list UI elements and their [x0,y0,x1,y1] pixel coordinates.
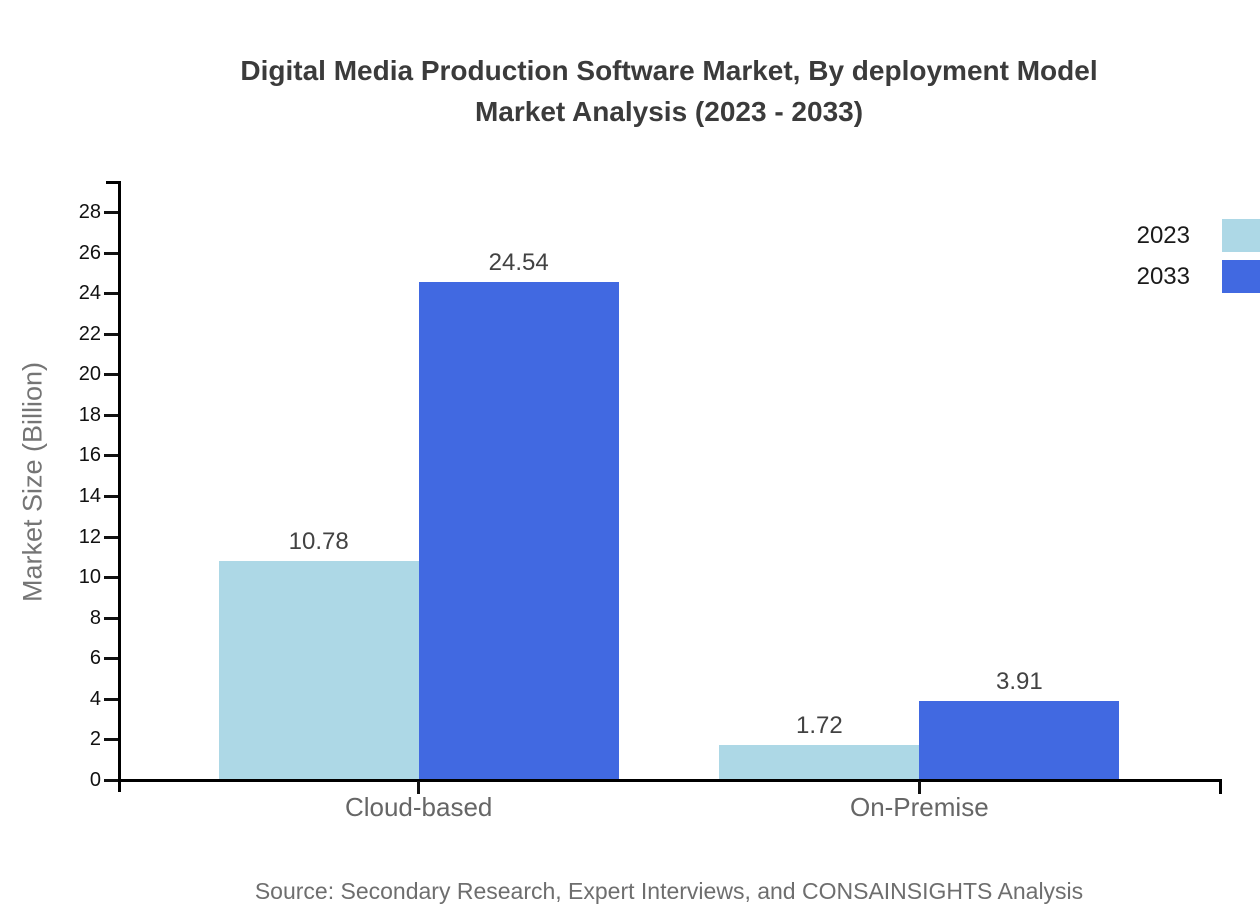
y-tick-mark [104,292,118,296]
bar-2023-on-premise [719,745,920,780]
y-tick-label: 8 [89,606,101,629]
x-axis-end-cap [1219,779,1222,794]
y-tick-label: 2 [89,728,101,751]
category-label-on-premise: On-Premise [849,792,989,822]
y-tick-mark [104,657,118,661]
y-tick-label: 16 [78,444,101,467]
y-tick-label: 14 [78,485,101,507]
y-tick-label: 24 [78,282,101,305]
bar-value-label-2023-on-premise: 1.72 [795,712,843,740]
chart-title: Digital Media Production Software Market… [78,50,1260,132]
y-tick-mark [104,738,118,742]
legend-label-2033: 2033 [1136,262,1190,290]
legend-item-2023: 2023 [1137,219,1260,252]
y-tick-mark [104,616,118,620]
y-tick-label: 18 [78,403,101,426]
y-tick-mark [104,454,118,458]
y-tick-mark [104,495,118,498]
legend-swatch-2033 [1222,260,1260,293]
bar-value-label-2033-cloud-based: 24.54 [488,249,549,277]
y-tick-mark [104,697,118,701]
y-tick-mark [104,576,118,580]
x-axis-line [118,779,1222,782]
category-label-cloud-based: Cloud-based [344,792,493,822]
y-axis-end-cap [106,181,121,184]
y-tick-mark [104,779,118,782]
legend-label-2023: 2023 [1136,221,1190,249]
y-tick-mark [104,413,118,417]
bar-2033-on-premise [919,700,1120,780]
y-tick-mark [104,251,118,255]
y-tick-mark [104,211,118,214]
chart-title-line1: Digital Media Production Software Market… [240,55,1098,86]
source-note: Source: Secondary Research, Expert Inter… [254,878,1084,904]
category-tick [917,781,921,794]
y-tick-label: 22 [78,322,101,345]
chart-title-line2: Market Analysis (2023 - 2033) [474,96,864,127]
legend-item-2033: 2033 [1137,260,1260,293]
y-tick-mark [104,332,118,336]
y-tick-label: 28 [78,201,101,223]
y-tick-label: 20 [78,363,101,386]
y-tick-label: 4 [89,687,101,710]
y-tick-label: 12 [78,525,101,548]
bar-2023-cloud-based [218,561,419,780]
y-tick-label: 10 [78,566,101,589]
y-tick-mark [104,535,118,539]
y-axis-line [118,181,121,792]
y-tick-label: 26 [78,241,101,264]
y-tick-label: 6 [89,647,101,670]
y-tick-mark [104,373,118,377]
y-tick-label: 0 [89,769,101,791]
legend-swatch-2023 [1222,219,1260,252]
bar-value-label-2023-cloud-based: 10.78 [288,528,349,556]
bar-value-label-2033-on-premise: 3.91 [995,667,1043,695]
bar-2033-cloud-based [418,282,619,780]
legend: 2023 2033 [1137,219,1260,293]
category-tick [417,781,421,794]
